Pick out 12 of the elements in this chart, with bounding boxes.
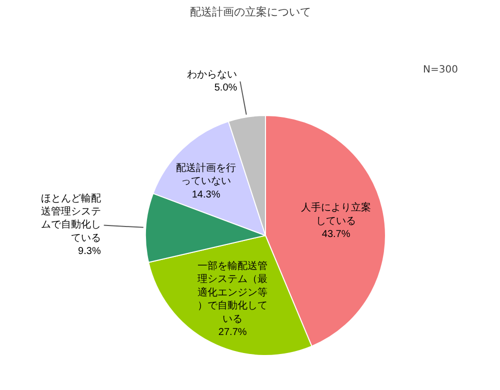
data-label: 9.3% [78,246,101,258]
data-label: 43.7% [322,229,350,240]
data-label: 27.7% [218,327,247,338]
data-label: 5.0% [214,82,238,94]
slice-label: 配送計画を行っていない [176,162,236,188]
slice-label: 人手により立案している [301,202,372,227]
slice-label: 一部を輸配送管理システム（最適化エンジン等）で自動化している [198,260,268,325]
data-label: 14.3% [192,189,220,200]
chart-title: 配送計画の立案について [190,6,311,18]
slice-label: ほとんど輸配送管理システムで自動化している [40,192,101,244]
text: N=300 [423,64,458,76]
slice-label: わからない [187,69,238,80]
